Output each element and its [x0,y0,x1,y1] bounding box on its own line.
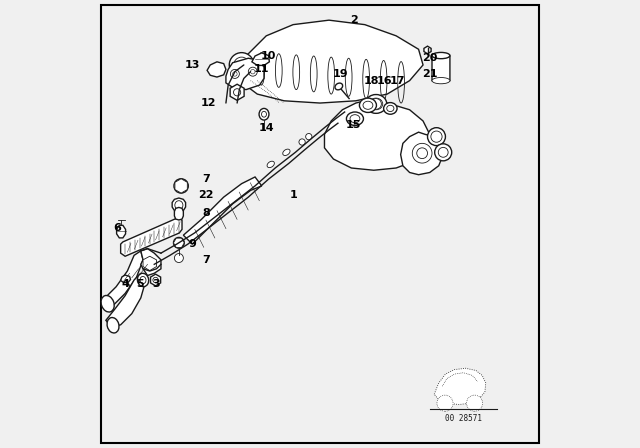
Circle shape [173,237,184,248]
Polygon shape [172,198,186,212]
Circle shape [178,183,184,189]
Text: 7: 7 [202,255,210,265]
Text: 3: 3 [153,280,160,289]
Text: 11: 11 [254,65,269,74]
Circle shape [412,143,432,163]
Polygon shape [324,101,430,170]
Polygon shape [141,249,161,276]
Text: 14: 14 [259,123,274,133]
Polygon shape [116,225,125,238]
Ellipse shape [335,83,342,90]
Ellipse shape [432,52,450,59]
FancyBboxPatch shape [101,5,539,443]
Text: 15: 15 [346,121,362,130]
Circle shape [437,395,453,411]
Polygon shape [230,84,244,100]
Ellipse shape [369,98,383,110]
Polygon shape [435,368,486,405]
Text: 17: 17 [389,76,405,86]
Text: 5: 5 [136,280,144,289]
Polygon shape [424,46,431,54]
Polygon shape [175,179,188,193]
Polygon shape [143,256,156,271]
Text: 00 28571: 00 28571 [445,414,482,423]
Ellipse shape [107,318,119,333]
Ellipse shape [350,115,360,123]
Polygon shape [105,251,143,307]
Circle shape [299,139,305,145]
Polygon shape [150,274,161,286]
Ellipse shape [365,95,387,113]
Circle shape [232,72,237,76]
Ellipse shape [229,52,254,77]
Ellipse shape [432,78,450,84]
Circle shape [467,395,483,411]
Ellipse shape [428,128,445,146]
Circle shape [174,254,183,263]
Ellipse shape [438,147,448,157]
Ellipse shape [283,149,290,155]
Ellipse shape [363,101,373,109]
Text: 7: 7 [202,174,210,184]
Circle shape [174,179,188,193]
Ellipse shape [140,276,146,284]
Ellipse shape [360,98,376,112]
Text: 18: 18 [364,76,380,86]
Text: 8: 8 [202,208,210,218]
Text: 21: 21 [422,69,438,79]
Circle shape [230,69,239,78]
Text: 6: 6 [113,224,122,233]
Circle shape [417,148,428,159]
Circle shape [234,89,241,96]
Ellipse shape [267,161,275,168]
Circle shape [153,277,158,283]
Circle shape [250,69,255,74]
Ellipse shape [262,111,266,117]
Ellipse shape [234,57,250,73]
Ellipse shape [175,201,183,210]
Polygon shape [401,132,443,175]
Polygon shape [173,238,184,247]
Ellipse shape [346,112,364,125]
Text: 2: 2 [349,15,358,25]
Text: 13: 13 [184,60,200,70]
Ellipse shape [387,105,394,112]
Polygon shape [235,20,423,103]
Text: 19: 19 [332,69,348,79]
Polygon shape [226,58,264,90]
Ellipse shape [383,103,397,114]
Polygon shape [174,207,183,220]
Text: 12: 12 [200,98,216,108]
Ellipse shape [138,273,148,287]
Polygon shape [252,53,269,65]
Circle shape [371,99,381,109]
Polygon shape [432,54,450,83]
Circle shape [248,67,257,76]
Polygon shape [120,217,182,256]
Text: 1: 1 [289,190,297,200]
Ellipse shape [435,144,452,161]
Polygon shape [106,273,145,327]
Circle shape [306,134,312,140]
Text: 10: 10 [260,51,276,61]
Text: 16: 16 [377,76,393,86]
Polygon shape [207,62,226,77]
Ellipse shape [101,296,114,312]
Polygon shape [120,275,131,283]
Text: 22: 22 [198,190,214,200]
Polygon shape [183,177,262,244]
Text: 4: 4 [121,280,129,289]
Ellipse shape [431,131,442,142]
Text: 9: 9 [188,239,196,249]
Ellipse shape [259,108,269,120]
Text: 20: 20 [422,53,438,63]
